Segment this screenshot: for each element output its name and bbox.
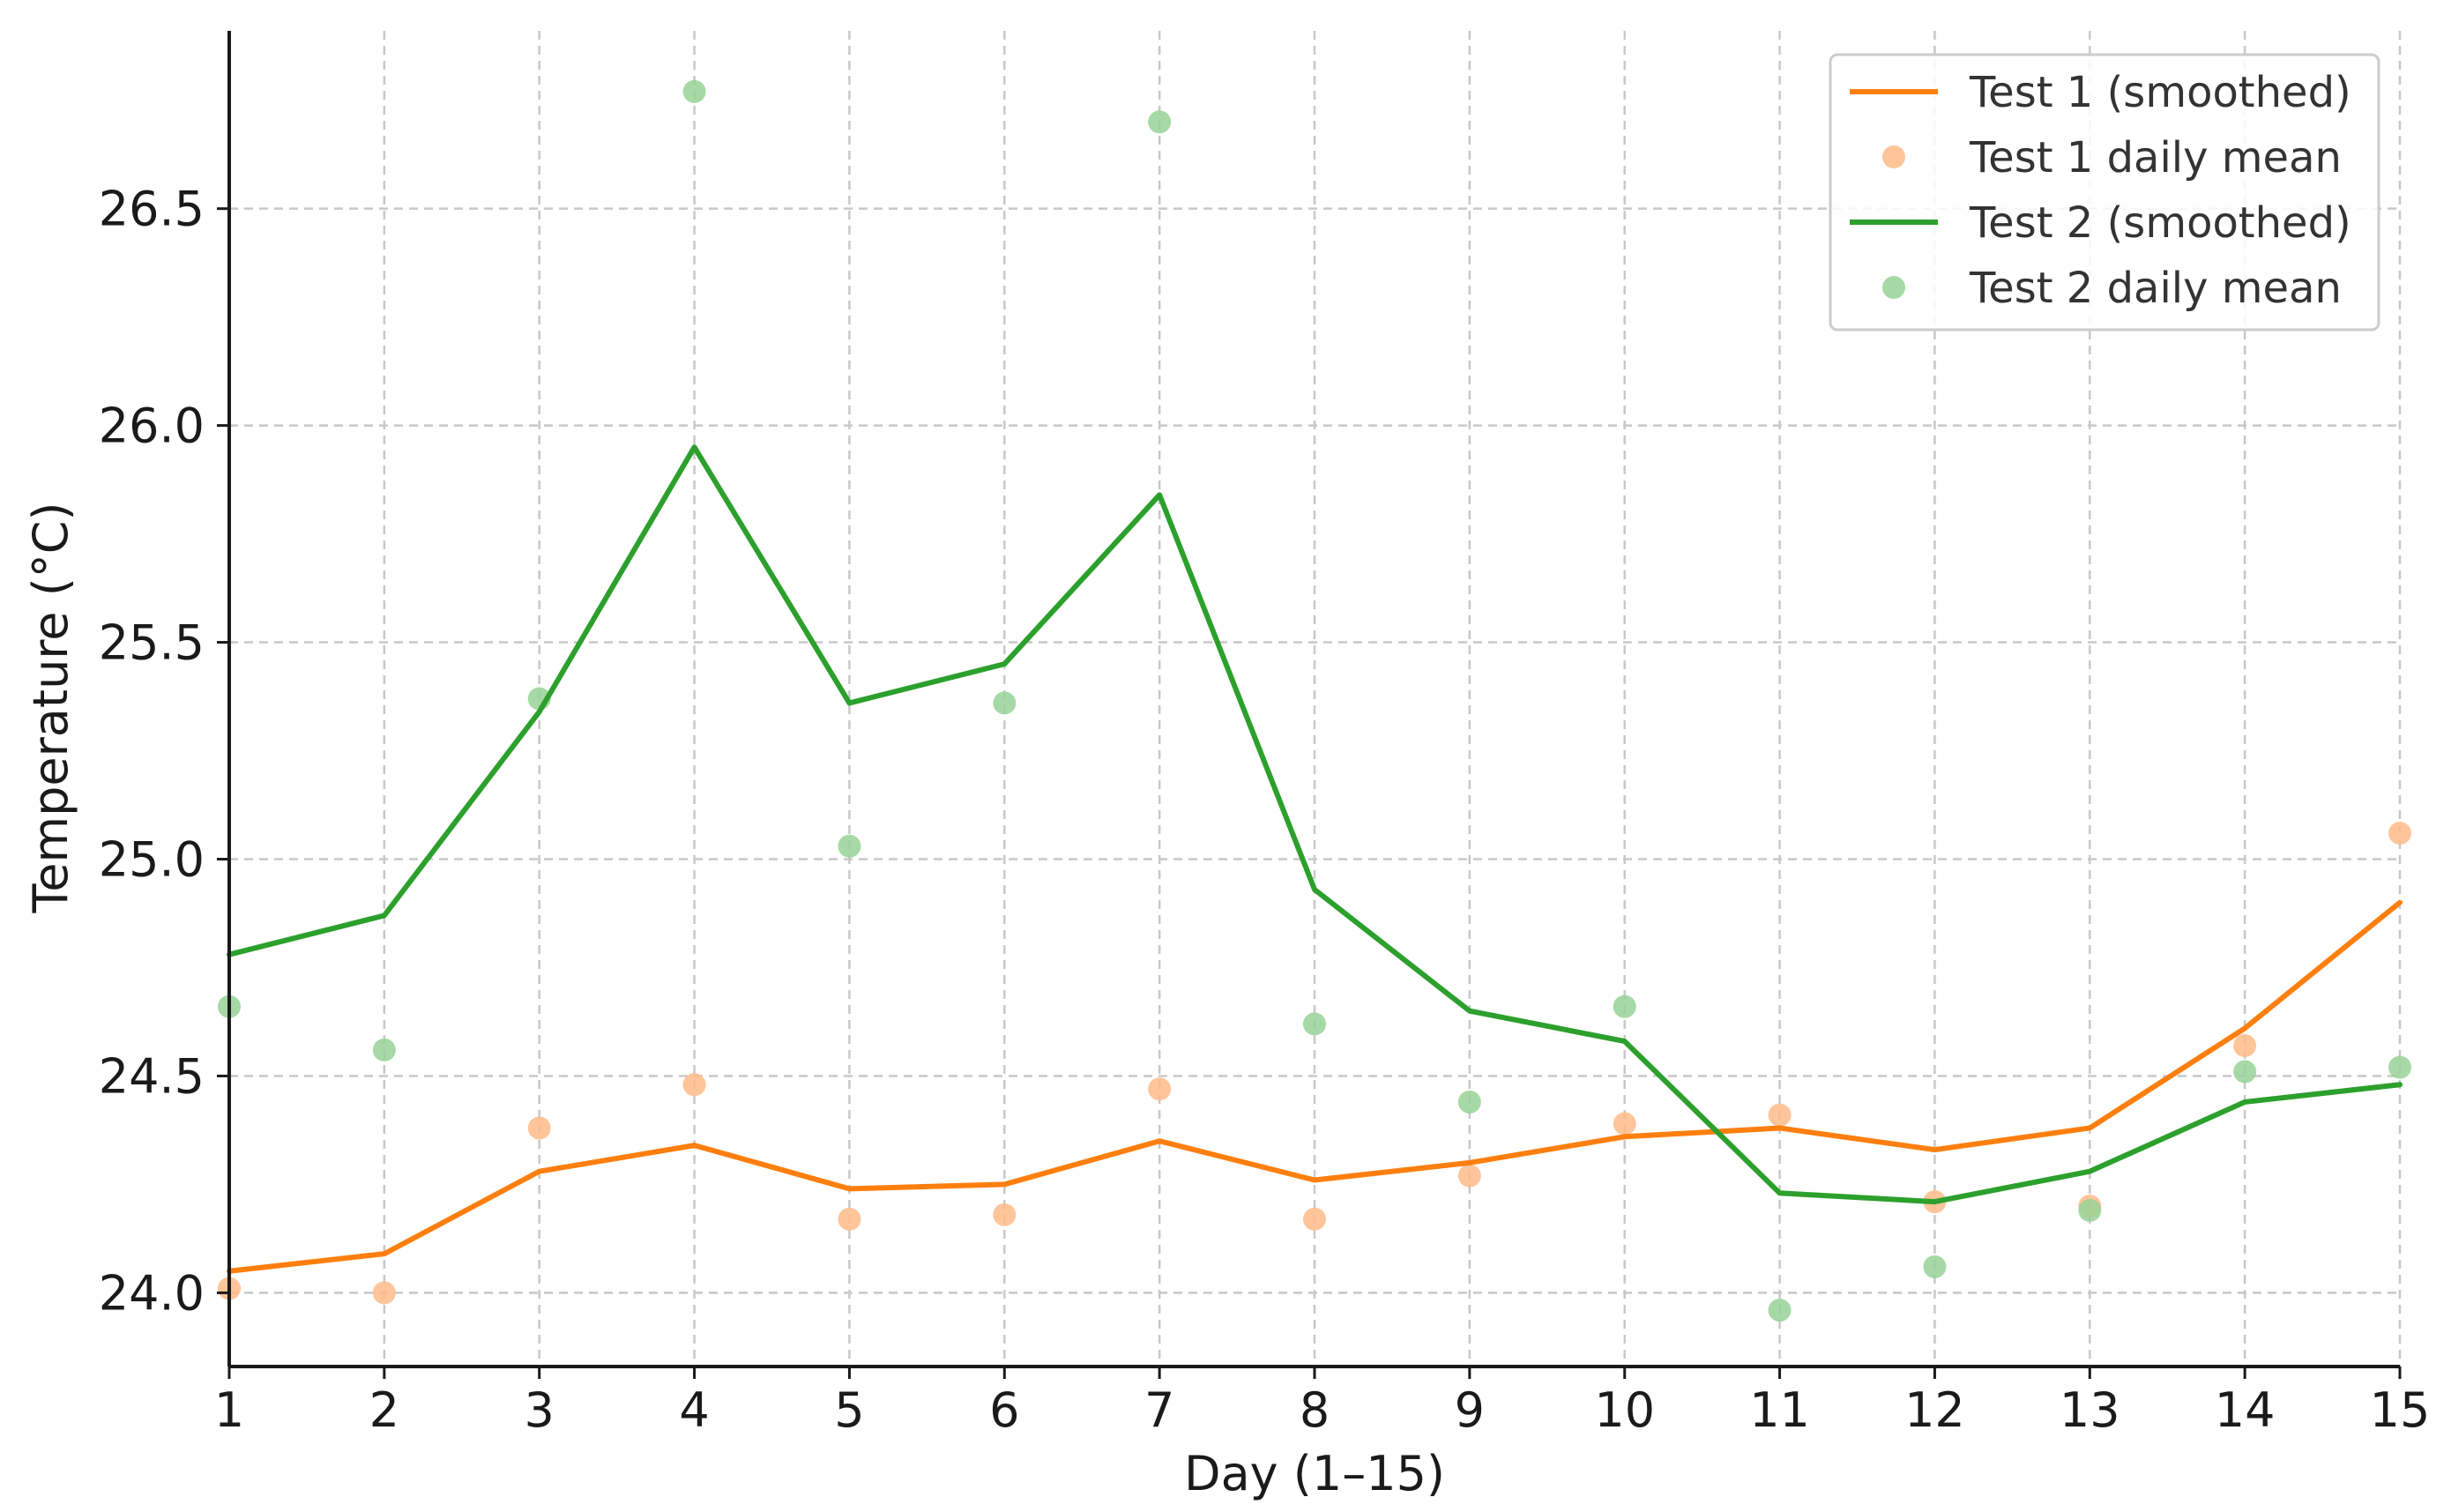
legend-label: Test 1 (smoothed): [1969, 68, 2351, 117]
y-tick-label: 25.0: [99, 831, 205, 887]
scatter-point: [2388, 821, 2411, 845]
scatter-point: [1303, 1207, 1326, 1231]
scatter-point: [2388, 1055, 2411, 1079]
scatter-point: [1148, 1077, 1172, 1101]
y-axis-title: Temperature (°C): [23, 502, 78, 913]
series-2-line: [227, 444, 2403, 1205]
scatter-point: [838, 834, 861, 858]
y-tick-label: 25.5: [99, 615, 205, 671]
scatter-point: [1613, 1112, 1636, 1136]
series-3-points: [218, 79, 2411, 1322]
ticks: 1 2 3 4 5 6 7 8 9 10 11 12 13 14 1524.024.525.025.526.…: [99, 182, 2431, 1438]
legend-dot-marker: [1882, 276, 1905, 299]
x-tick-label: 6: [989, 1382, 1019, 1438]
series-0-line: [227, 899, 2403, 1274]
legend-label: Test 2 (smoothed): [1969, 198, 2351, 248]
x-tick-label: 13: [2060, 1382, 2120, 1438]
y-tick-label: 24.5: [99, 1048, 205, 1104]
scatter-point: [993, 1203, 1017, 1226]
scatter-point: [1613, 994, 1636, 1018]
x-axis-title: Day (1–15): [1184, 1446, 1445, 1501]
x-tick-label: 11: [1749, 1382, 1810, 1438]
legend-box: [1829, 53, 2380, 331]
y-tick-label: 26.5: [99, 182, 205, 237]
x-tick-label: 1: [214, 1382, 244, 1438]
y-tick-label: 26.0: [99, 398, 205, 454]
scatter-point: [527, 1116, 551, 1140]
x-tick-label: 10: [1594, 1382, 1655, 1438]
scatter-point: [1303, 1012, 1326, 1036]
x-tick-label: 12: [1904, 1382, 1965, 1438]
legend-label: Test 1 daily mean: [1969, 133, 2342, 182]
scatter-point: [682, 1073, 706, 1097]
x-tick-label: 15: [2370, 1382, 2431, 1438]
legend-dot-marker: [1882, 145, 1905, 168]
series-1-points: [218, 821, 2411, 1305]
scatter-point: [1148, 110, 1172, 134]
scatter-point: [838, 1207, 861, 1231]
scatter-point: [1768, 1299, 1792, 1322]
x-tick-label: 3: [525, 1382, 555, 1438]
x-tick-label: 5: [834, 1382, 864, 1438]
x-tick-label: 4: [679, 1382, 709, 1438]
y-tick-label: 24.0: [99, 1265, 205, 1321]
x-tick-label: 14: [2215, 1382, 2276, 1438]
scatter-point: [2233, 1034, 2257, 1058]
scatter-point: [372, 1281, 396, 1305]
scatter-point: [682, 79, 706, 103]
scatter-point: [1457, 1090, 1481, 1114]
scatter-point: [2233, 1060, 2257, 1084]
x-tick-label: 8: [1300, 1382, 1330, 1438]
scatter-point: [1768, 1103, 1792, 1127]
x-tick-label: 7: [1144, 1382, 1174, 1438]
scatter-point: [1923, 1255, 1947, 1278]
grid: [227, 31, 2402, 1367]
x-tick-label: 9: [1455, 1382, 1485, 1438]
x-tick-label: 2: [369, 1382, 399, 1438]
scatter-point: [993, 691, 1017, 715]
scatter-point: [372, 1038, 396, 1061]
scatter-point: [2078, 1198, 2102, 1222]
plot-area: [218, 79, 2411, 1322]
legend-label: Test 2 daily mean: [1969, 264, 2342, 313]
legend: Test 1 (smoothed) Test 1 daily mean Test 2…: [1829, 53, 2380, 331]
scatter-point: [1457, 1164, 1481, 1188]
